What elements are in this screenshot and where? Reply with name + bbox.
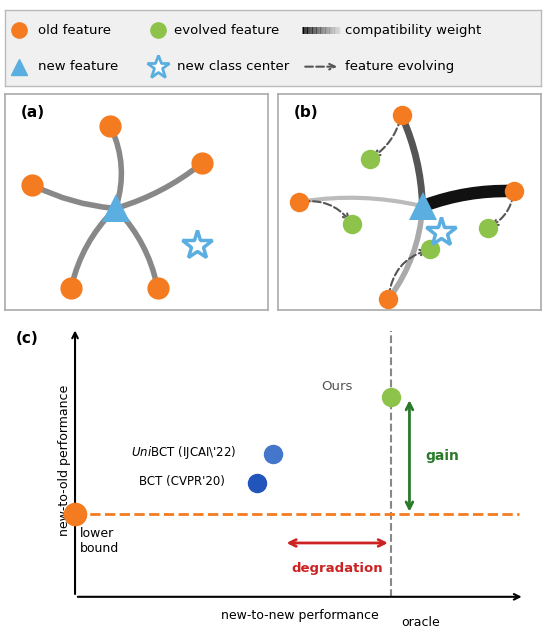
Text: new feature: new feature	[38, 60, 118, 73]
Text: compatibility weight: compatibility weight	[345, 24, 482, 36]
Text: gain: gain	[425, 449, 459, 463]
FancyArrowPatch shape	[302, 198, 420, 205]
Text: evolved feature: evolved feature	[174, 24, 279, 36]
Text: degradation: degradation	[292, 562, 383, 575]
FancyArrowPatch shape	[425, 191, 512, 205]
Text: new-to-old performance: new-to-old performance	[58, 385, 71, 537]
FancyArrowPatch shape	[72, 211, 114, 286]
FancyArrowPatch shape	[111, 129, 121, 205]
Text: oracle: oracle	[401, 616, 440, 629]
Text: Ours: Ours	[321, 380, 353, 392]
Text: new-to-new performance: new-to-new performance	[221, 609, 378, 622]
FancyArrowPatch shape	[117, 211, 157, 286]
Text: BCT (CVPR'20): BCT (CVPR'20)	[139, 475, 225, 487]
FancyArrowPatch shape	[390, 209, 422, 297]
Text: lower
bound: lower bound	[80, 527, 120, 555]
FancyArrowPatch shape	[402, 118, 423, 204]
Text: new class center: new class center	[177, 60, 289, 73]
FancyArrowPatch shape	[118, 165, 200, 207]
Text: (a): (a)	[21, 105, 45, 119]
Text: (b): (b)	[294, 105, 319, 119]
Text: feature evolving: feature evolving	[345, 60, 454, 73]
FancyArrowPatch shape	[34, 186, 113, 208]
Text: $\it{Uni}$BCT (IJCAI\'22): $\it{Uni}$BCT (IJCAI\'22)	[131, 444, 236, 461]
Text: (c): (c)	[16, 330, 39, 346]
Text: old feature: old feature	[38, 24, 110, 36]
